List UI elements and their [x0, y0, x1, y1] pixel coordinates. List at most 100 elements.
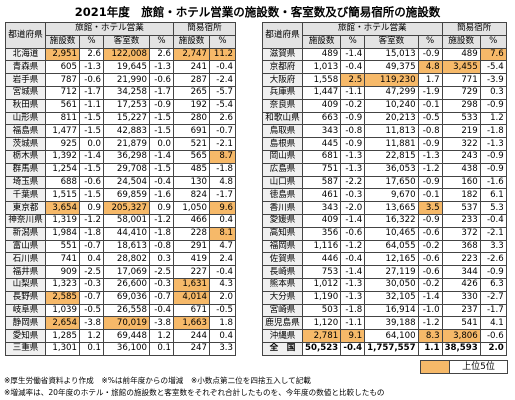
value-cell: -1.8	[340, 303, 366, 318]
value-cell: 671	[173, 303, 210, 318]
value-cell: -1.3	[479, 137, 507, 151]
value-cell: 10,465	[364, 226, 419, 241]
value-cell: -1.8	[149, 226, 174, 241]
value-cell: 409	[301, 98, 342, 113]
value-cell: 4.8	[417, 60, 443, 75]
value-cell: -1.2	[417, 162, 443, 177]
value-cell: -0.3	[79, 277, 104, 292]
value-cell: -1.5	[79, 188, 104, 203]
table-row: 茨城県 925 0.0 21,879 0.0 521 -2.1	[5, 137, 236, 151]
value-cell: -1.2	[417, 316, 443, 331]
value-cell: 16,914	[364, 303, 419, 318]
value-cell: -0.6	[479, 329, 507, 343]
value-cell: 36,100	[103, 341, 150, 356]
pref-cell: 徳島県	[262, 188, 303, 203]
pref-cell: 山形県	[5, 111, 46, 126]
value-cell: -0.5	[417, 111, 443, 126]
table-row: 島根県 445 -0.9 11,881 -0.9 322 -1.3	[262, 137, 507, 151]
value-cell: -1.5	[79, 111, 104, 126]
table-row: 徳島県 461 -0.3 9,670 -0.1 182 6.1	[262, 188, 507, 203]
pref-cell: 福井県	[5, 265, 46, 279]
value-cell: 11.2	[209, 47, 236, 62]
table-row: 宮城県 712 -1.7 34,258 -1.7 265 -5.7	[5, 85, 236, 100]
value-cell: 824	[173, 188, 210, 203]
value-cell: -2.5	[149, 265, 174, 279]
value-cell: -0.2	[417, 277, 443, 292]
value-cell: -0.9	[417, 213, 443, 228]
header-cell: %	[479, 34, 507, 49]
pref-cell: 兵庫県	[262, 85, 303, 100]
value-cell: 6.1	[479, 188, 507, 203]
value-cell: 409	[301, 213, 342, 228]
value-cell: 1,285	[45, 329, 80, 343]
value-cell: -1.4	[149, 149, 174, 164]
value-cell: 32,105	[364, 290, 419, 305]
header-cell: 施設数	[301, 34, 342, 49]
value-cell: -1.8	[479, 124, 507, 139]
value-cell: 438	[441, 162, 481, 177]
pref-cell: 島根県	[262, 137, 303, 151]
value-cell: -0.6	[417, 226, 443, 241]
header-cell: 客室数	[364, 34, 419, 49]
table-row: 北海道 2,951 2.6 122,008 2.6 2,747 11.2	[5, 47, 236, 62]
value-cell: -0.7	[209, 124, 236, 139]
value-cell: 16,322	[364, 213, 419, 228]
value-cell: 6.3	[479, 277, 507, 292]
value-cell: 1,012	[301, 277, 342, 292]
value-cell: -2.0	[340, 201, 366, 215]
value-cell: 47,299	[364, 85, 419, 100]
value-cell: -0.6	[340, 226, 366, 241]
value-cell: -0.9	[479, 162, 507, 177]
value-cell: -0.9	[479, 98, 507, 113]
pref-cell: 岩手県	[5, 73, 46, 87]
value-cell: -1.5	[149, 162, 174, 177]
value-cell: -0.6	[417, 265, 443, 279]
value-cell: 811	[45, 111, 80, 126]
value-cell: -0.7	[149, 290, 174, 305]
value-cell: 2.6	[149, 47, 174, 62]
value-cell: 228	[173, 226, 210, 241]
value-cell: 0.4	[209, 213, 236, 228]
value-cell: 909	[45, 265, 80, 279]
pref-cell: 静岡県	[5, 316, 46, 331]
value-cell: 50,523	[301, 341, 342, 356]
value-cell: -1.7	[149, 85, 174, 100]
value-cell: 419	[173, 252, 210, 267]
table-row: 奈良県 409 -0.2 10,240 -0.1 298 -0.9	[262, 98, 507, 113]
value-cell: -1.3	[149, 60, 174, 75]
table-row: 広島県 751 -1.3 36,053 -1.2 438 -0.9	[262, 162, 507, 177]
table-row: 富山県 551 -0.7 18,613 -0.8 291 4.7	[5, 239, 236, 254]
header-row: 都道府県 旅館・ホテル営業 簡易宿所	[262, 22, 507, 49]
value-cell: 69,859	[103, 188, 150, 203]
header-row: 都道府県 旅館・ホテル営業 簡易宿所	[5, 22, 236, 49]
table-row: 香川県 343 -2.0 13,665 3.5 537 5.3	[262, 201, 507, 215]
pref-cell: 千葉県	[5, 188, 46, 203]
value-cell: 1,392	[45, 149, 80, 164]
value-cell: 0.0	[149, 137, 174, 151]
value-cell: -2.2	[340, 175, 366, 190]
value-cell: -5.4	[209, 98, 236, 113]
pref-cell: 三重県	[5, 341, 46, 356]
value-cell: -0.9	[417, 175, 443, 190]
value-cell: 344	[441, 265, 481, 279]
header-group: 簡易宿所	[441, 22, 507, 36]
value-cell: 368	[441, 239, 481, 254]
value-cell: 663	[301, 111, 342, 126]
table-row: 岩手県 787 -0.6 21,990 -0.6 287 -2.4	[5, 73, 236, 87]
value-cell: -2.7	[479, 290, 507, 305]
table-row: 埼玉県 688 -0.6 24,504 -0.4 130 4.8	[5, 175, 236, 190]
value-cell: 485	[173, 162, 210, 177]
value-cell: -3.8	[149, 316, 174, 331]
value-cell: -1.5	[149, 124, 174, 139]
table-row: 福島県 1,477 -1.5 42,883 -1.5 691 -0.7	[5, 124, 236, 139]
value-cell: 64,055	[364, 239, 419, 254]
pref-cell: 香川県	[262, 201, 303, 215]
value-cell: 691	[173, 124, 210, 139]
table-row: 山口県 587 -2.2 17,650 -0.9 160 -1.6	[262, 175, 507, 190]
value-cell: -3.8	[79, 316, 104, 331]
value-cell: -1.7	[479, 303, 507, 318]
value-cell: 729	[441, 85, 481, 100]
value-cell: 244	[173, 329, 210, 343]
value-cell: 130	[173, 175, 210, 190]
value-cell: 2,747	[173, 47, 210, 62]
